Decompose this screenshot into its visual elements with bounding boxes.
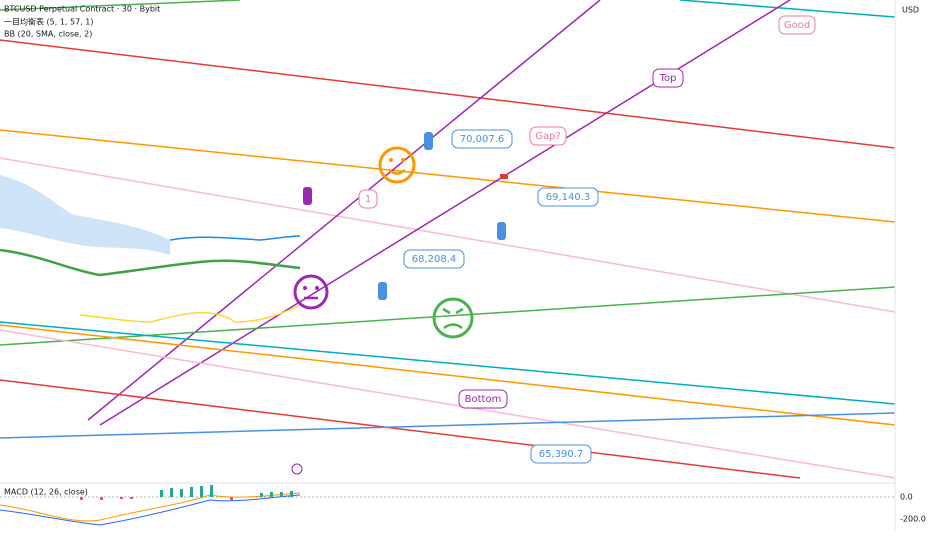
callout-box — [652, 68, 684, 88]
bb-upper — [169, 235, 301, 241]
smiley-angry — [432, 297, 474, 339]
callout: Gap? — [529, 126, 567, 146]
drawings — [0, 0, 895, 479]
bb-lower — [79, 304, 301, 323]
macd-tick: 0.0 — [900, 493, 913, 502]
callout-text: 68,208.4 — [412, 254, 457, 265]
currency: USD — [902, 6, 919, 15]
symbol-title: BTCUSD Perpetual Contract · 30 · Bybit — [4, 5, 160, 14]
smiley-neutral — [293, 274, 329, 310]
trend-line — [0, 324, 895, 426]
trend-line — [679, 0, 895, 18]
callout-box — [530, 444, 592, 464]
trend-line — [0, 379, 801, 479]
callout: Good — [778, 15, 816, 35]
callout-text: 1 — [365, 194, 371, 205]
macd-tick: -200.0 — [900, 515, 926, 524]
ichimoku-cloud — [0, 175, 170, 255]
annotations: Good Top Gap? 70,007.6 69,140.3 68,208.4 1 Bott… — [358, 15, 816, 464]
callout-text: 70,007.6 — [460, 134, 505, 145]
thumb-icons — [303, 132, 506, 300]
callout: Bottom — [458, 389, 508, 409]
callout-box — [358, 189, 378, 209]
trend-line — [0, 39, 895, 149]
trend-line — [87, 0, 601, 421]
smiley-happy — [378, 146, 416, 184]
callout: 1 — [358, 189, 378, 209]
callout-box — [778, 15, 816, 35]
callout-text: Top — [659, 73, 677, 84]
callout: 65,390.7 — [530, 444, 592, 464]
trend-line — [0, 0, 241, 11]
trend-line — [0, 412, 895, 439]
callout-box — [529, 126, 567, 146]
flag — [500, 174, 508, 179]
callout-box — [537, 187, 599, 207]
callout-box — [451, 129, 513, 149]
callout: 70,007.6 — [451, 129, 513, 149]
callout: 68,208.4 — [403, 249, 465, 269]
trend-line — [0, 157, 895, 313]
header: BTCUSD Perpetual Contract · 30 · Bybit 一… — [4, 5, 926, 524]
trend-line — [0, 129, 895, 223]
trend-line — [0, 321, 895, 405]
callout-box — [403, 249, 465, 269]
indicator-label: BB (20, SMA, close, 2) — [4, 30, 92, 39]
macd-title: MACD (12, 26, close) — [4, 488, 88, 497]
callout: Top — [652, 68, 684, 88]
callout-text: Good — [784, 20, 810, 31]
trend-line — [99, 0, 791, 426]
callout: 69,140.3 — [537, 187, 599, 207]
callout-text: 69,140.3 — [546, 192, 591, 203]
callout-text: 65,390.7 — [539, 449, 584, 460]
callout-box — [458, 389, 508, 409]
moving-average — [0, 248, 301, 277]
callout-text: Gap? — [535, 131, 561, 142]
trend-line — [0, 329, 895, 479]
macd-pane — [0, 463, 303, 526]
callout-text: Bottom — [465, 394, 502, 405]
indicator-label: 一目均衡表 (5, 1, 57, 1) — [4, 17, 94, 27]
